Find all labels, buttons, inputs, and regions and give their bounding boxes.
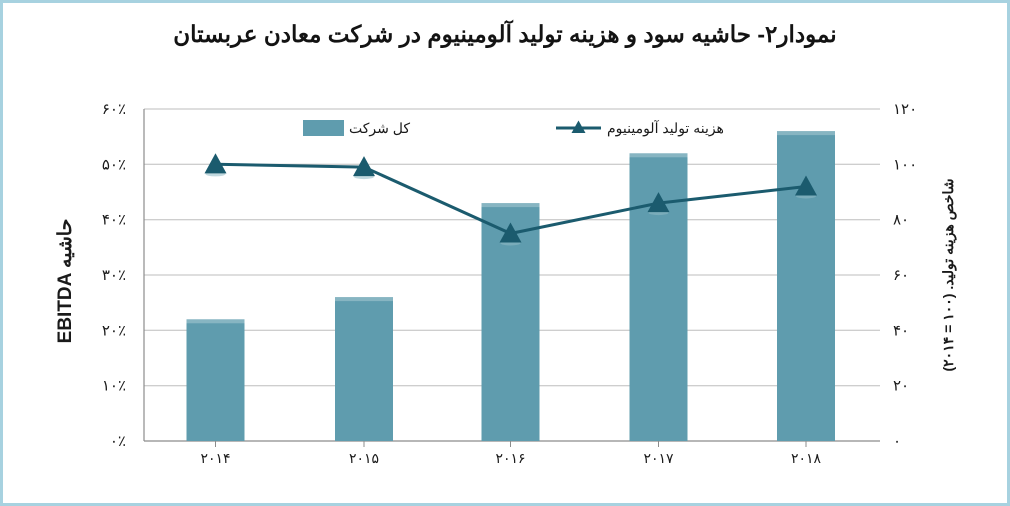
svg-text:۴۰: ۴۰ — [893, 322, 909, 339]
svg-text:۵۰٪: ۵۰٪ — [102, 156, 126, 173]
svg-text:۰٪: ۰٪ — [110, 433, 126, 450]
svg-text:۸۰: ۸۰ — [893, 212, 909, 229]
svg-text:۲۰۱۷: ۲۰۱۷ — [643, 450, 674, 466]
svg-text:۲۰۱۶: ۲۰۱۶ — [495, 450, 525, 466]
svg-text:EBITDA حاشیه: EBITDA حاشیه — [55, 219, 76, 344]
svg-text:۱۲۰: ۱۲۰ — [893, 101, 917, 118]
svg-text:۲۰: ۲۰ — [893, 378, 909, 395]
svg-text:۳۰٪: ۳۰٪ — [102, 267, 126, 284]
svg-text:۰: ۰ — [893, 433, 901, 450]
svg-text:۴۰٪: ۴۰٪ — [102, 212, 126, 229]
svg-text:۶۰: ۶۰ — [893, 267, 909, 284]
svg-text:۱۰٪: ۱۰٪ — [102, 378, 126, 395]
svg-text:۲۰٪: ۲۰٪ — [102, 322, 126, 339]
svg-text:۲۰۱۸: ۲۰۱۸ — [791, 450, 822, 466]
svg-text:شاخص هزینه تولید. (۱۰۰ = ۲۰۱۴): شاخص هزینه تولید. (۱۰۰ = ۲۰۱۴) — [940, 178, 957, 371]
svg-text:۲۰۱۴: ۲۰۱۴ — [200, 450, 230, 466]
svg-text:۱۰۰: ۱۰۰ — [893, 156, 917, 173]
svg-text:کل شرکت: کل شرکت — [349, 120, 410, 137]
svg-text:هزینه تولید آلومینیوم: هزینه تولید آلومینیوم — [607, 119, 724, 137]
svg-text:۶۰٪: ۶۰٪ — [102, 101, 126, 118]
svg-text:۲۰۱۵: ۲۰۱۵ — [349, 450, 379, 466]
